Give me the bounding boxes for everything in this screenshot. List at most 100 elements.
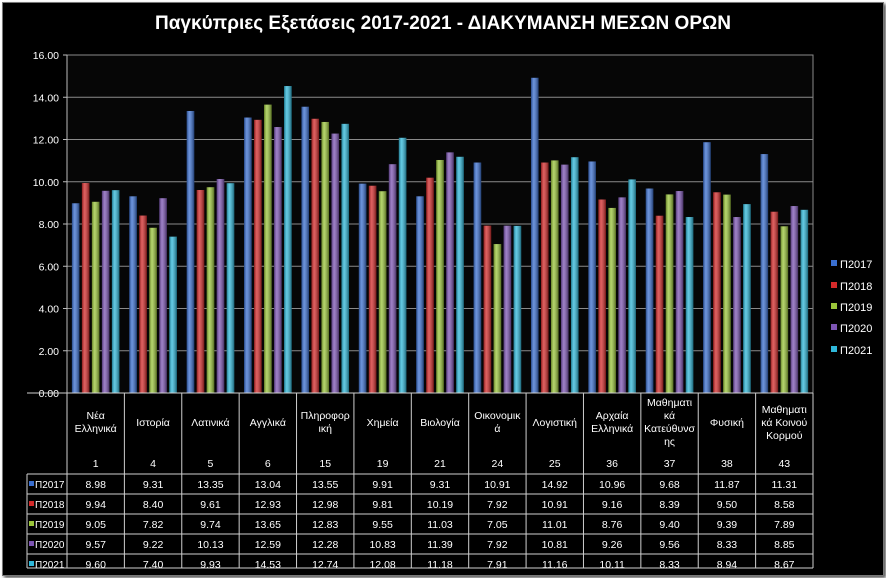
bar-shade: [513, 225, 522, 393]
table-cell-value: 8.39: [659, 499, 680, 511]
table-cell-value: 13.04: [255, 479, 281, 491]
category-code: 15: [319, 458, 331, 470]
category-label: Νέα Ελληνικά: [74, 410, 117, 435]
bar-shade: [71, 203, 80, 393]
table-series-name: Π2019: [35, 520, 65, 531]
bar-shade: [398, 137, 407, 393]
table-cell-value: 9.57: [85, 539, 106, 551]
legend-key: [831, 282, 837, 288]
bar-shade: [159, 198, 167, 393]
bar-shade: [473, 162, 482, 393]
bar-shade: [254, 119, 262, 393]
y-tick-label: 8.00: [39, 219, 60, 231]
category-code: 1: [93, 458, 99, 470]
table-series-name: Π2017: [35, 480, 65, 491]
bar-shade: [760, 154, 769, 393]
bar-shade: [628, 179, 636, 393]
category-label: Φυσική: [709, 416, 744, 429]
table-series-name: Π2021: [35, 560, 65, 571]
table-legend-key: [29, 521, 34, 526]
bar-shade: [530, 77, 539, 393]
table-cell-value: 9.55: [372, 519, 393, 531]
category-label: Ιστορία: [136, 416, 170, 429]
y-tick-label: 10.00: [33, 177, 59, 189]
bar-shade: [800, 209, 809, 393]
table-cell-value: 7.82: [143, 519, 164, 531]
table-cell-value: 10.96: [599, 479, 625, 491]
category-label: Αρχαία Ελληνικά: [591, 410, 634, 435]
legend-key: [831, 324, 837, 330]
bar-shade: [331, 133, 340, 393]
bar-shade: [368, 185, 377, 393]
bar-shade: [341, 123, 350, 394]
category-code: 4: [150, 458, 156, 470]
table-cell-value: 9.61: [200, 499, 221, 511]
table-cell-value: 9.26: [602, 539, 623, 551]
table-cell-value: 7.40: [143, 559, 164, 571]
table-cell-value: 12.93: [255, 499, 281, 511]
bar-shade: [733, 217, 741, 393]
bar-shade: [284, 86, 292, 394]
table-legend-key: [29, 561, 34, 566]
y-tick-label: 16.00: [33, 50, 59, 62]
bar-shade: [780, 226, 789, 393]
table-cell-value: 7.05: [487, 519, 508, 531]
bar-shade: [456, 156, 464, 393]
table-cell-value: 11.03: [427, 519, 453, 531]
table-cell-value: 12.83: [312, 519, 338, 531]
bar-shade: [149, 227, 157, 393]
bar-shade: [483, 225, 492, 393]
table-cell-value: 10.81: [542, 539, 568, 551]
category-code: 21: [434, 458, 446, 470]
y-tick-label: 12.00: [33, 135, 59, 147]
legend-label: Π2019: [840, 302, 872, 314]
bar-shade: [550, 160, 559, 393]
category-code: 19: [377, 458, 389, 470]
bar-shade: [426, 177, 434, 393]
table-cell-value: 12.74: [312, 559, 338, 571]
table-cell-value: 9.68: [659, 479, 680, 491]
y-tick-label: 14.00: [33, 92, 59, 104]
table-cell-value: 9.60: [85, 559, 106, 571]
table-cell-value: 8.58: [774, 499, 795, 511]
y-tick-label: 2.00: [39, 346, 60, 358]
table-cell-value: 10.91: [542, 499, 568, 511]
y-tick-label: 4.00: [39, 304, 60, 316]
bar-shade: [216, 179, 225, 393]
bar-shade: [378, 191, 387, 393]
bar-shade: [129, 196, 137, 393]
table-cell-value: 8.40: [143, 499, 164, 511]
bar-shade: [196, 189, 205, 393]
bar-shade: [111, 190, 120, 393]
table-cell-value: 11.39: [427, 539, 453, 551]
bar-shade: [685, 217, 694, 393]
table-cell-value: 8.33: [717, 539, 738, 551]
category-label: Οικονομικ ά: [474, 410, 521, 435]
table-cell-value: 11.31: [772, 479, 798, 491]
table-cell-value: 9.16: [602, 499, 623, 511]
table-cell-value: 9.40: [659, 519, 680, 531]
legend-label: Π2018: [840, 281, 872, 293]
table-cell-value: 8.98: [85, 479, 106, 491]
bar-shade: [186, 110, 195, 393]
table-cell-value: 8.67: [774, 559, 795, 571]
table-cell-value: 11.16: [542, 559, 568, 571]
table-cell-value: 10.13: [197, 539, 223, 551]
bar-shade: [321, 121, 330, 393]
table-cell-value: 10.83: [369, 539, 395, 551]
bar-shade: [540, 162, 549, 393]
table-cell-value: 11.87: [714, 479, 740, 491]
bar-shade: [446, 152, 454, 393]
bar-shade: [91, 201, 100, 393]
bar-shade: [588, 161, 596, 393]
chart-title: Παγκύπριες Εξετάσεις 2017-2021 - ΔΙΑΚΥΜΑ…: [155, 13, 731, 34]
bar-shade: [169, 236, 177, 393]
bar-shade: [101, 190, 110, 393]
table-cell-value: 9.05: [85, 519, 106, 531]
table-cell-value: 9.74: [200, 519, 221, 531]
table-cell-value: 13.35: [197, 479, 223, 491]
table-legend-key: [29, 481, 34, 486]
bar-shade: [560, 164, 569, 393]
bar-shade: [743, 204, 751, 393]
table-cell-value: 14.92: [542, 479, 568, 491]
